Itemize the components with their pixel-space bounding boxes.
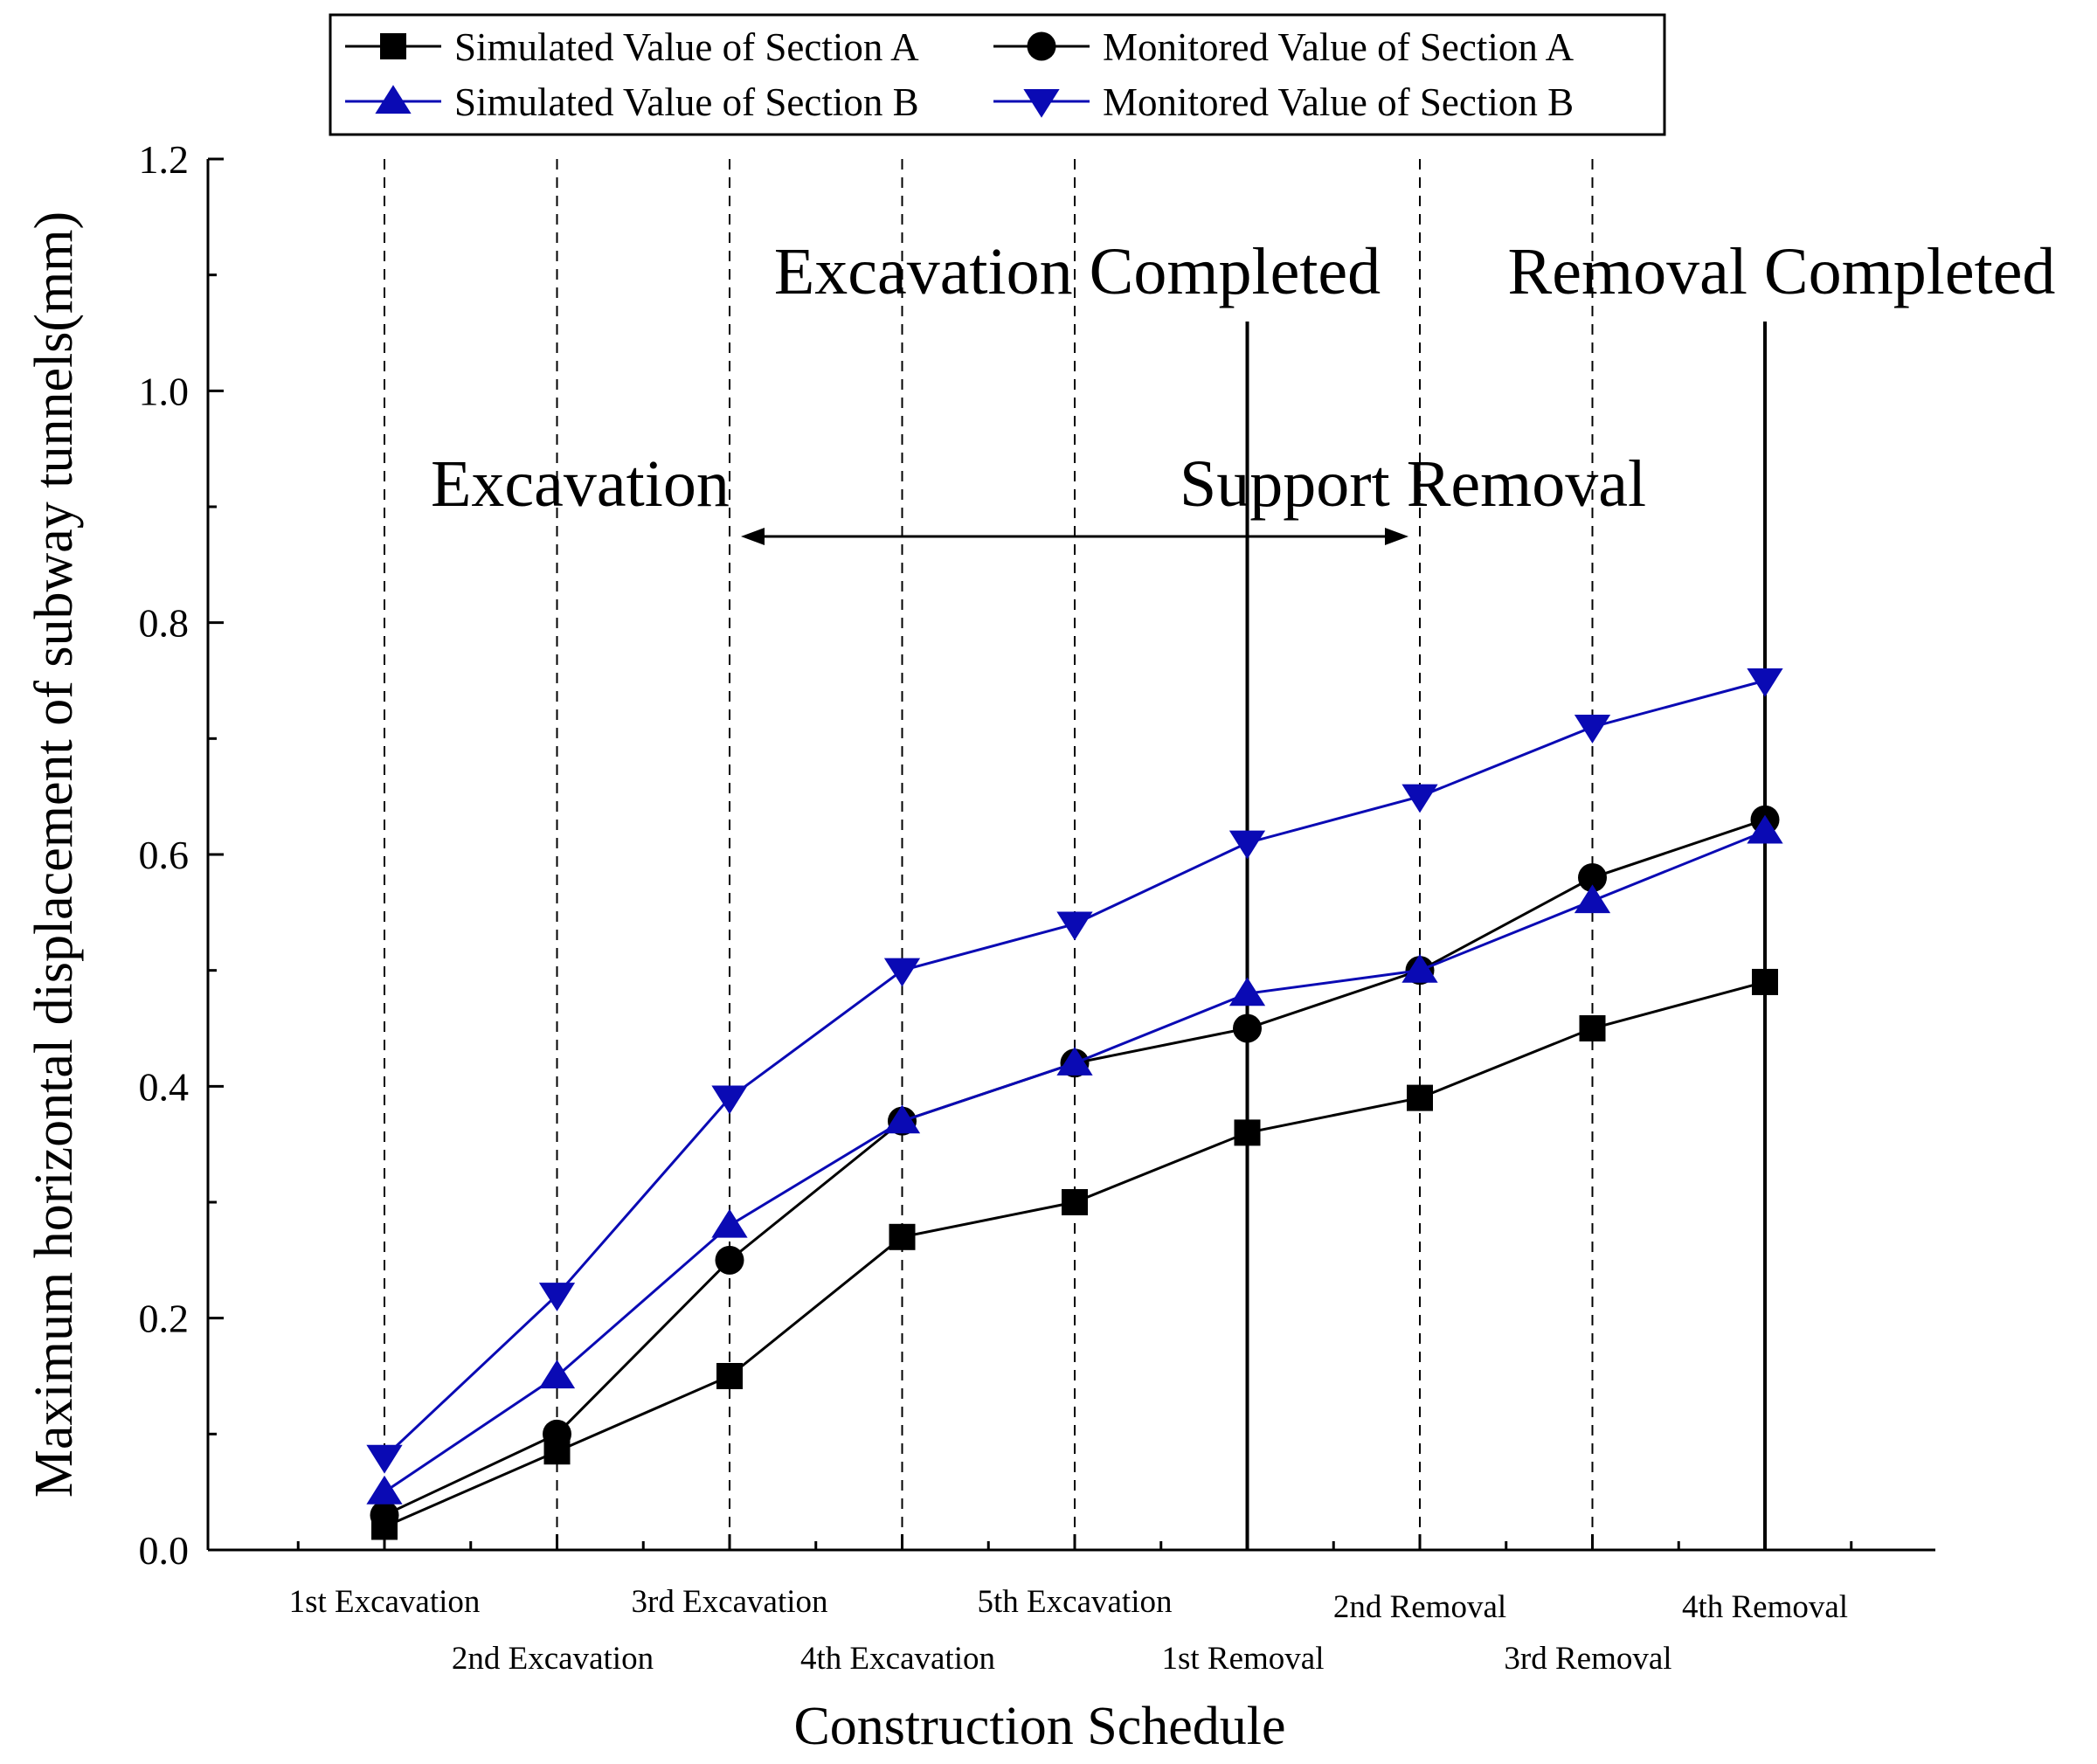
point-simulated-value-of-section-b-1st-excavation	[366, 1475, 403, 1505]
legend-label: Monitored Value of Section A	[1103, 25, 1574, 69]
point-monitored-value-of-section-b-4th-removal	[1747, 668, 1783, 697]
point-monitored-value-of-section-b-4th-excavation	[883, 958, 921, 987]
point-simulated-value-of-section-b-4th-removal	[1747, 814, 1783, 844]
legend-marker	[1023, 88, 1060, 118]
x-tick-label-3rd-removal: 3rd Removal	[1504, 1641, 1671, 1677]
x-tick-label-4th-excavation: 4th Excavation	[800, 1641, 995, 1677]
series-simulated-value-of-section-a	[371, 968, 1778, 1540]
point-monitored-value-of-section-b-3rd-excavation	[711, 1085, 748, 1115]
x-tick-label-5th-excavation: 5th Excavation	[978, 1584, 1173, 1620]
annotation-excavation-completed: Excavation Completed	[774, 235, 1381, 308]
point-simulated-value-of-section-b-1st-removal	[1228, 977, 1266, 1007]
point-simulated-value-of-section-b-3rd-excavation	[711, 1208, 748, 1238]
y-tick-label: 1.0	[139, 369, 190, 413]
x-tick-label-2nd-removal: 2nd Removal	[1333, 1589, 1506, 1625]
point-monitored-value-of-section-a-1st-removal	[1233, 1013, 1262, 1043]
series-layer	[366, 668, 1783, 1540]
point-monitored-value-of-section-b-1st-excavation	[366, 1444, 403, 1474]
point-monitored-value-of-section-b-2nd-removal	[1401, 784, 1438, 813]
point-simulated-value-of-section-b-5th-excavation	[1056, 1047, 1093, 1076]
point-monitored-value-of-section-a-3rd-removal	[1578, 863, 1607, 893]
y-axis-title: Maximum horizontal displacement of subwa…	[24, 211, 84, 1498]
legend-item-simulated-value-of-section-a: Simulated Value of Section A	[345, 25, 919, 69]
legend-label: Simulated Value of Section A	[454, 25, 919, 69]
x-tick-label-2nd-excavation: 2nd Excavation	[452, 1641, 654, 1677]
series-simulated-value-of-section-b	[366, 814, 1783, 1505]
y-tick-label: 1.2	[139, 137, 190, 182]
legend-label: Monitored Value of Section B	[1103, 80, 1574, 124]
x-tick-label-3rd-excavation: 3rd Excavation	[632, 1584, 828, 1620]
legend: Simulated Value of Section A Monitored Va…	[329, 13, 1666, 136]
series-monitored-value-of-section-b	[366, 668, 1783, 1474]
annotation-excavation: Excavation	[431, 447, 730, 521]
legend-marker	[1027, 31, 1056, 61]
point-monitored-value-of-section-b-3rd-removal	[1574, 715, 1611, 744]
y-tick-label: 0.4	[139, 1064, 190, 1109]
legend-marker	[375, 85, 412, 114]
point-simulated-value-of-section-a-3rd-removal	[1579, 1015, 1606, 1041]
x-tick-label-1st-excavation: 1st Excavation	[289, 1584, 481, 1620]
legend-box	[329, 13, 1666, 136]
point-simulated-value-of-section-a-1st-removal	[1234, 1119, 1261, 1146]
x-tick-label-4th-removal: 4th Removal	[1682, 1589, 1848, 1625]
point-simulated-value-of-section-b-2nd-removal	[1401, 953, 1438, 983]
double-arrow	[741, 528, 1408, 545]
point-simulated-value-of-section-a-4th-excavation	[889, 1223, 916, 1250]
point-monitored-value-of-section-b-2nd-excavation	[538, 1283, 576, 1311]
legend-item-monitored-value-of-section-a: Monitored Value of Section A	[993, 25, 1574, 69]
point-monitored-value-of-section-a-2nd-excavation	[543, 1419, 571, 1449]
point-simulated-value-of-section-a-3rd-excavation	[716, 1363, 743, 1389]
legend-item-monitored-value-of-section-b: Monitored Value of Section B	[993, 80, 1574, 124]
point-simulated-value-of-section-a-4th-removal	[1752, 968, 1778, 995]
point-simulated-value-of-section-b-3rd-removal	[1574, 884, 1611, 914]
y-tick-label: 0.0	[139, 1528, 190, 1573]
point-simulated-value-of-section-a-2nd-removal	[1407, 1084, 1433, 1111]
y-ticks: 0.0 0.2 0.4 0.6 0.8 1.0 1.2	[139, 137, 224, 1573]
annotations: Excavation Completed Removal Completed E…	[431, 235, 2055, 545]
y-tick-label: 0.8	[139, 601, 190, 646]
y-tick-label: 0.6	[139, 833, 190, 877]
point-monitored-value-of-section-a-3rd-excavation	[715, 1245, 744, 1275]
point-monitored-value-of-section-a-1st-excavation	[370, 1500, 399, 1530]
annotation-support-removal: Support Removal	[1180, 447, 1646, 521]
axes	[206, 159, 1935, 1552]
annotation-removal-completed: Removal Completed	[1508, 235, 2056, 308]
legend-marker	[380, 33, 406, 59]
point-simulated-value-of-section-a-5th-excavation	[1062, 1189, 1088, 1215]
point-monitored-value-of-section-b-1st-removal	[1228, 830, 1266, 860]
y-tick-label: 0.2	[139, 1297, 190, 1341]
legend-label: Simulated Value of Section B	[454, 80, 919, 124]
x-axis-title: Construction Schedule	[793, 1697, 1285, 1756]
x-tick-label-1st-removal: 1st Removal	[1161, 1641, 1324, 1677]
point-monitored-value-of-section-b-5th-excavation	[1056, 911, 1093, 941]
stage-lines	[384, 159, 1767, 1550]
point-simulated-value-of-section-b-4th-excavation	[883, 1104, 921, 1134]
point-simulated-value-of-section-b-2nd-excavation	[538, 1359, 576, 1389]
legend-item-simulated-value-of-section-b: Simulated Value of Section B	[345, 80, 919, 124]
x-ticks: 1st Excavation 2nd Excavation 3rd Excavati…	[289, 1534, 1853, 1677]
